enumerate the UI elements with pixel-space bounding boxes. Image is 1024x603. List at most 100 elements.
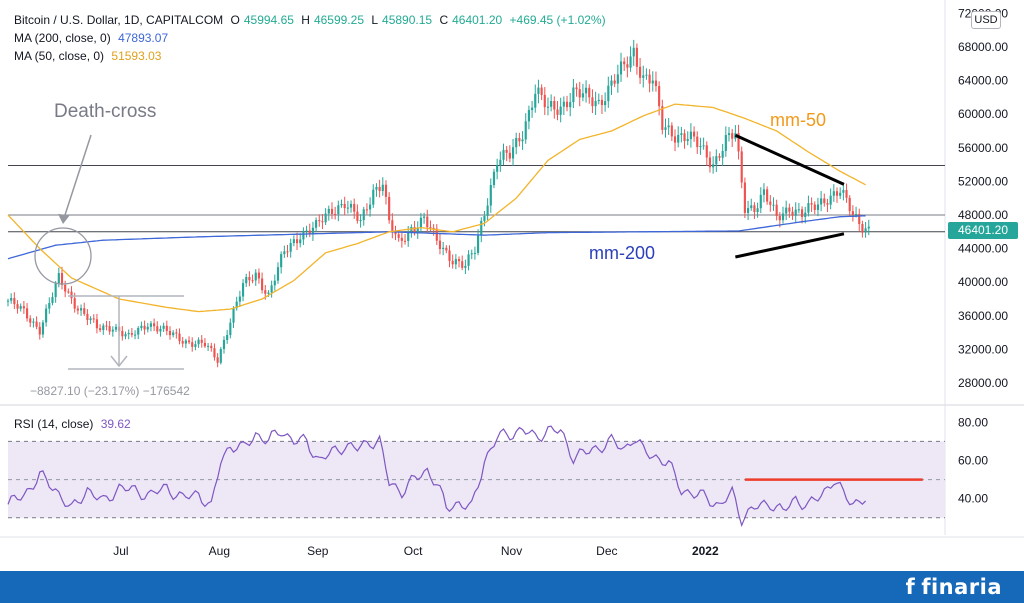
candle — [182, 337, 184, 347]
candle — [537, 80, 539, 104]
candle-body — [302, 231, 304, 240]
candle-body — [566, 102, 568, 107]
candle — [839, 187, 841, 199]
currency-button[interactable]: USD — [971, 11, 1001, 29]
candle — [814, 201, 816, 214]
candle-body — [248, 277, 250, 280]
candle — [461, 256, 463, 271]
mm50-label: mm-50 — [770, 110, 826, 130]
candle-body — [369, 205, 371, 210]
low-label: L — [371, 13, 378, 27]
candle-body — [509, 153, 511, 159]
candle — [51, 292, 53, 305]
candle — [693, 126, 695, 141]
candle-body — [725, 135, 727, 151]
rsi-legend[interactable]: RSI (14, close) 39.62 — [14, 417, 135, 431]
candle — [490, 178, 492, 212]
candle-body — [464, 266, 466, 268]
candle — [560, 98, 562, 123]
candle-body — [547, 107, 549, 108]
candle-body — [99, 328, 101, 330]
candle-body — [607, 86, 609, 101]
rsi-pane[interactable]: 40.00 60.00 80.00 — [8, 415, 988, 525]
rsi-label: RSI (14, close) — [14, 417, 93, 431]
candle — [334, 207, 336, 220]
candle-body — [261, 278, 263, 290]
candle-body — [826, 203, 828, 204]
candle — [10, 293, 12, 304]
candle-body — [683, 133, 685, 141]
candle — [728, 127, 730, 141]
candle — [521, 131, 523, 150]
candle-body — [96, 319, 98, 328]
chart-canvas[interactable]: 28000.00 32000.00 36000.00 40000.00 44000.00… — [0, 0, 1024, 571]
candle-body — [595, 101, 597, 106]
high-label: H — [301, 13, 310, 27]
candle-body — [255, 273, 257, 281]
candle-body — [715, 156, 717, 164]
candle-body — [48, 303, 50, 309]
candle — [493, 169, 495, 188]
candle — [258, 269, 260, 284]
candle — [487, 198, 489, 221]
candle-body — [83, 308, 85, 314]
candle-body — [718, 156, 720, 158]
death-cross-arrow — [65, 135, 91, 215]
candle — [251, 274, 253, 283]
candle-body — [391, 220, 393, 232]
candle-body — [499, 160, 501, 166]
candle-body — [299, 239, 301, 243]
candle-body — [814, 205, 816, 210]
candle — [845, 184, 847, 203]
candle-body — [363, 209, 365, 220]
candle — [283, 246, 285, 258]
candle — [515, 133, 517, 155]
candle — [614, 74, 616, 87]
candle — [703, 138, 705, 150]
low-value: 45890.15 — [382, 13, 432, 27]
candle-body — [766, 189, 768, 201]
candle — [687, 131, 689, 145]
candle-body — [39, 327, 41, 335]
candle — [471, 250, 473, 260]
candle — [204, 338, 206, 348]
rsi-tick-label: 60.00 — [958, 453, 988, 467]
candle-body — [382, 185, 384, 191]
candle — [426, 210, 428, 234]
candle — [305, 226, 307, 238]
candle — [379, 180, 381, 198]
candle-body — [178, 334, 180, 342]
candle-body — [649, 75, 651, 84]
candle-body — [865, 228, 867, 232]
candle-body — [232, 308, 234, 322]
ma200-legend[interactable]: MA (200, close, 0) 47893.07 — [14, 31, 172, 45]
candle — [401, 233, 403, 248]
candle — [833, 184, 835, 202]
candle — [96, 314, 98, 333]
candle-body — [16, 304, 18, 309]
candle-body — [283, 251, 285, 254]
price-tick-label: 64000.00 — [958, 74, 1008, 88]
candle-body — [722, 151, 724, 158]
candle — [633, 40, 635, 66]
candle — [502, 144, 504, 165]
candle-body — [474, 253, 476, 254]
candle-body — [855, 214, 857, 215]
candle — [423, 213, 425, 224]
candle — [445, 245, 447, 253]
candle — [741, 147, 743, 189]
finaria-logo[interactable]: f finaria — [906, 575, 1002, 599]
death-cross-label: Death-cross — [54, 101, 156, 122]
candle — [477, 229, 479, 255]
candle — [528, 106, 530, 130]
candle-body — [830, 196, 832, 205]
candle-body — [575, 87, 577, 89]
candle — [153, 319, 155, 331]
candle-body — [217, 357, 219, 362]
candle-body — [274, 281, 276, 286]
candle-body — [537, 88, 539, 94]
candle — [772, 197, 774, 210]
candle — [356, 204, 358, 223]
candle-body — [461, 261, 463, 268]
ma50-legend[interactable]: MA (50, close, 0) 51593.03 — [14, 49, 165, 63]
